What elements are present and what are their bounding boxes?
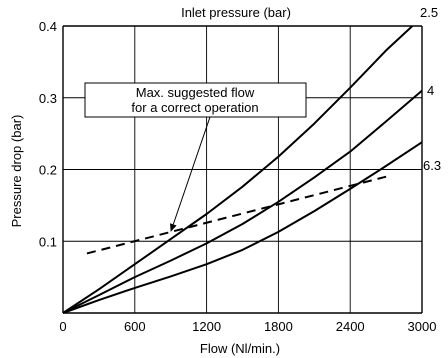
series-lines (62, 25, 423, 314)
y-tick-label-3: 0.4 (39, 19, 57, 34)
y-tick-label-1: 0.2 (39, 163, 57, 178)
x-tick-label-1: 600 (124, 319, 146, 334)
series-labels: 2.5 4 6.3 (420, 5, 441, 173)
y-axis-label: Pressure drop (bar) (9, 115, 24, 228)
reference-line (86, 175, 387, 255)
reference-line-group (86, 175, 387, 255)
x-tick-label-0: 0 (59, 319, 66, 334)
grid (62, 25, 423, 314)
x-tick-label-5: 3000 (408, 319, 437, 334)
series-line-6.3 (62, 141, 423, 314)
annotation-box-frame (84, 82, 307, 118)
tick-labels: 0 600 1200 1800 2400 3000 0.1 0.2 0.3 0.4 (39, 19, 437, 334)
series-line-4 (62, 89, 423, 314)
x-axis-label: Flow (Nl/min.) (200, 341, 280, 356)
y-tick-label-2: 0.3 (39, 91, 57, 106)
x-tick-label-4: 2400 (336, 319, 365, 334)
series-line-2.5 (62, 25, 414, 314)
x-tick-label-3: 1800 (264, 319, 293, 334)
series-label-4: 4 (427, 83, 434, 98)
series-label-6.3: 6.3 (423, 158, 441, 173)
annotation-box: Max. suggested flow for a correct operat… (84, 82, 307, 118)
annotation-arrowhead (170, 223, 177, 232)
chart-title: Inlet pressure (bar) (181, 5, 291, 20)
x-tick-label-2: 1200 (192, 319, 221, 334)
annotation-line-2: for a correct operation (131, 100, 258, 115)
series-label-2.5: 2.5 (420, 5, 438, 20)
annotation-line-1: Max. suggested flow (136, 85, 255, 100)
annotation-arrow (172, 116, 211, 225)
y-tick-label-0: 0.1 (39, 234, 57, 249)
